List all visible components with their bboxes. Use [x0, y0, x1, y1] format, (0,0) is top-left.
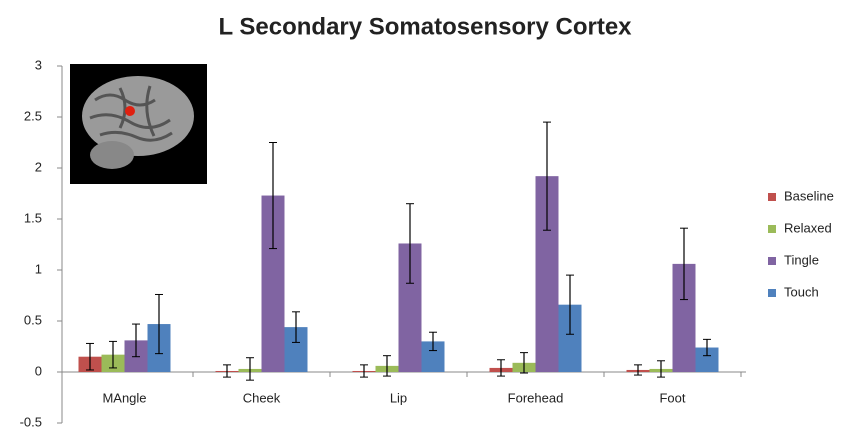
y-tick-label: 1	[35, 261, 42, 276]
y-tick-label: 0	[35, 363, 42, 378]
brain-inset	[70, 64, 207, 184]
legend-swatch	[768, 193, 776, 201]
x-tick-label: Forehead	[508, 390, 564, 405]
chart-title: L Secondary Somatosensory Cortex	[218, 13, 632, 40]
x-tick-label: Lip	[390, 390, 407, 405]
y-tick-label: 3	[35, 57, 42, 72]
legend-label: Touch	[784, 284, 819, 299]
y-tick-label: 2.5	[24, 108, 42, 123]
x-tick-label: Foot	[659, 390, 685, 405]
legend-label: Relaxed	[784, 220, 832, 235]
x-tick-label: MAngle	[102, 390, 146, 405]
legend-swatch	[768, 257, 776, 265]
x-tick-label: Cheek	[243, 390, 281, 405]
y-tick-label: 1.5	[24, 210, 42, 225]
legend-label: Tingle	[784, 252, 819, 267]
legend-swatch	[768, 289, 776, 297]
y-tick-label: -0.5	[20, 414, 42, 428]
y-tick-label: 0.5	[24, 312, 42, 327]
legend-label: Baseline	[784, 188, 834, 203]
chart: L Secondary Somatosensory Cortex -0.5 0 0.…	[0, 0, 847, 428]
legend-swatch	[768, 225, 776, 233]
y-tick-label: 2	[35, 159, 42, 174]
